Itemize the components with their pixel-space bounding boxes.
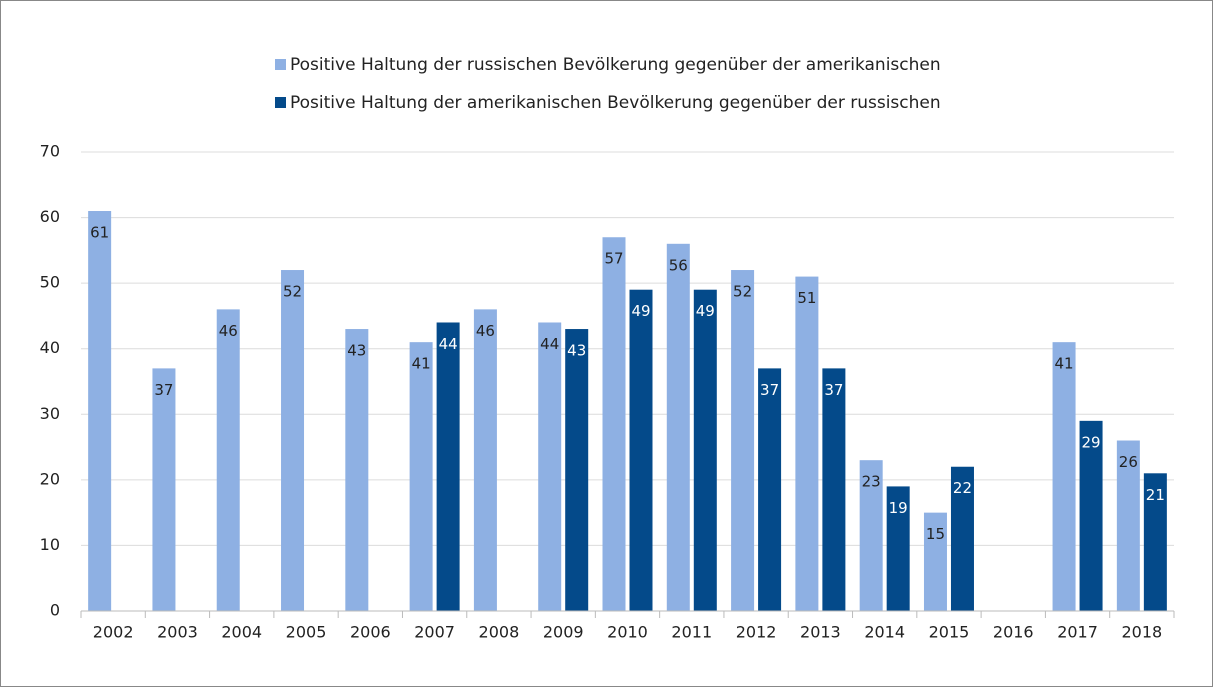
- data-label: 26: [1119, 453, 1138, 471]
- data-label: 46: [219, 322, 238, 340]
- bar: [693, 289, 717, 611]
- data-label: 44: [439, 335, 458, 353]
- bar: [409, 342, 433, 611]
- bar: [538, 322, 562, 611]
- data-label: 19: [889, 499, 908, 517]
- x-tick-label: 2008: [479, 623, 520, 642]
- x-tick-label: 2015: [929, 623, 970, 642]
- bar: [88, 211, 112, 611]
- bar: [886, 486, 910, 611]
- data-label: 43: [347, 342, 366, 360]
- bar: [795, 276, 819, 611]
- y-tick-label: 20: [40, 469, 60, 488]
- bar: [473, 309, 497, 611]
- x-tick-label: 2016: [993, 623, 1034, 642]
- x-tick-label: 2002: [93, 623, 134, 642]
- bar: [822, 368, 846, 611]
- y-tick-label: 40: [40, 338, 60, 357]
- bar: [152, 368, 176, 611]
- bar: [1052, 342, 1076, 611]
- data-label: 29: [1082, 433, 1101, 451]
- x-tick-label: 2018: [1121, 623, 1162, 642]
- data-label: 46: [476, 322, 495, 340]
- x-tick-label: 2017: [1057, 623, 1098, 642]
- data-label: 51: [797, 289, 816, 307]
- bar: [923, 512, 947, 611]
- x-tick-label: 2011: [671, 623, 712, 642]
- bar: [345, 329, 369, 611]
- data-label: 44: [540, 335, 559, 353]
- data-label: 57: [604, 250, 623, 268]
- data-label: 37: [824, 381, 843, 399]
- legend-label: Positive Haltung der russischen Bevölker…: [290, 55, 941, 75]
- legend-marker: [275, 97, 286, 108]
- bar: [436, 322, 460, 611]
- data-label: 21: [1146, 486, 1165, 504]
- data-label: 61: [90, 224, 109, 242]
- bar: [602, 237, 626, 611]
- data-label: 22: [953, 479, 972, 497]
- x-tick-label: 2003: [157, 623, 198, 642]
- x-tick-label: 2014: [864, 623, 905, 642]
- bar: [1079, 420, 1103, 611]
- bar: [1143, 473, 1167, 611]
- data-label: 37: [760, 381, 779, 399]
- bar: [216, 309, 240, 611]
- x-tick-label: 2006: [350, 623, 391, 642]
- data-label: 52: [283, 283, 302, 301]
- y-tick-label: 30: [40, 404, 60, 423]
- bar: [629, 289, 653, 611]
- x-tick-label: 2007: [414, 623, 455, 642]
- legend-label: Positive Haltung der amerikanischen Bevö…: [290, 93, 941, 113]
- bar: [731, 270, 755, 611]
- x-tick-label: 2013: [800, 623, 841, 642]
- x-tick-label: 2005: [286, 623, 327, 642]
- x-tick-label: 2009: [543, 623, 584, 642]
- data-label: 37: [154, 381, 173, 399]
- y-tick-label: 0: [50, 601, 60, 620]
- y-tick-label: 10: [40, 535, 60, 554]
- bar: [950, 466, 974, 611]
- data-label: 49: [631, 302, 650, 320]
- x-tick-label: 2012: [736, 623, 777, 642]
- bar: [1116, 440, 1140, 611]
- bar: [281, 270, 305, 611]
- bar: [758, 368, 782, 611]
- bar: [666, 243, 690, 612]
- data-label: 43: [567, 342, 586, 360]
- legend-marker: [275, 59, 286, 70]
- x-tick-label: 2010: [607, 623, 648, 642]
- data-label: 23: [862, 473, 881, 491]
- x-tick-label: 2004: [221, 623, 262, 642]
- bar: [565, 329, 589, 611]
- data-label: 41: [412, 355, 431, 373]
- data-label: 52: [733, 283, 752, 301]
- y-tick-label: 70: [40, 142, 60, 161]
- data-label: 15: [926, 525, 945, 543]
- y-tick-label: 50: [40, 273, 60, 292]
- data-label: 49: [696, 302, 715, 320]
- data-label: 56: [669, 256, 688, 274]
- bar: [859, 460, 883, 611]
- y-tick-label: 60: [40, 207, 60, 226]
- data-label: 41: [1055, 355, 1074, 373]
